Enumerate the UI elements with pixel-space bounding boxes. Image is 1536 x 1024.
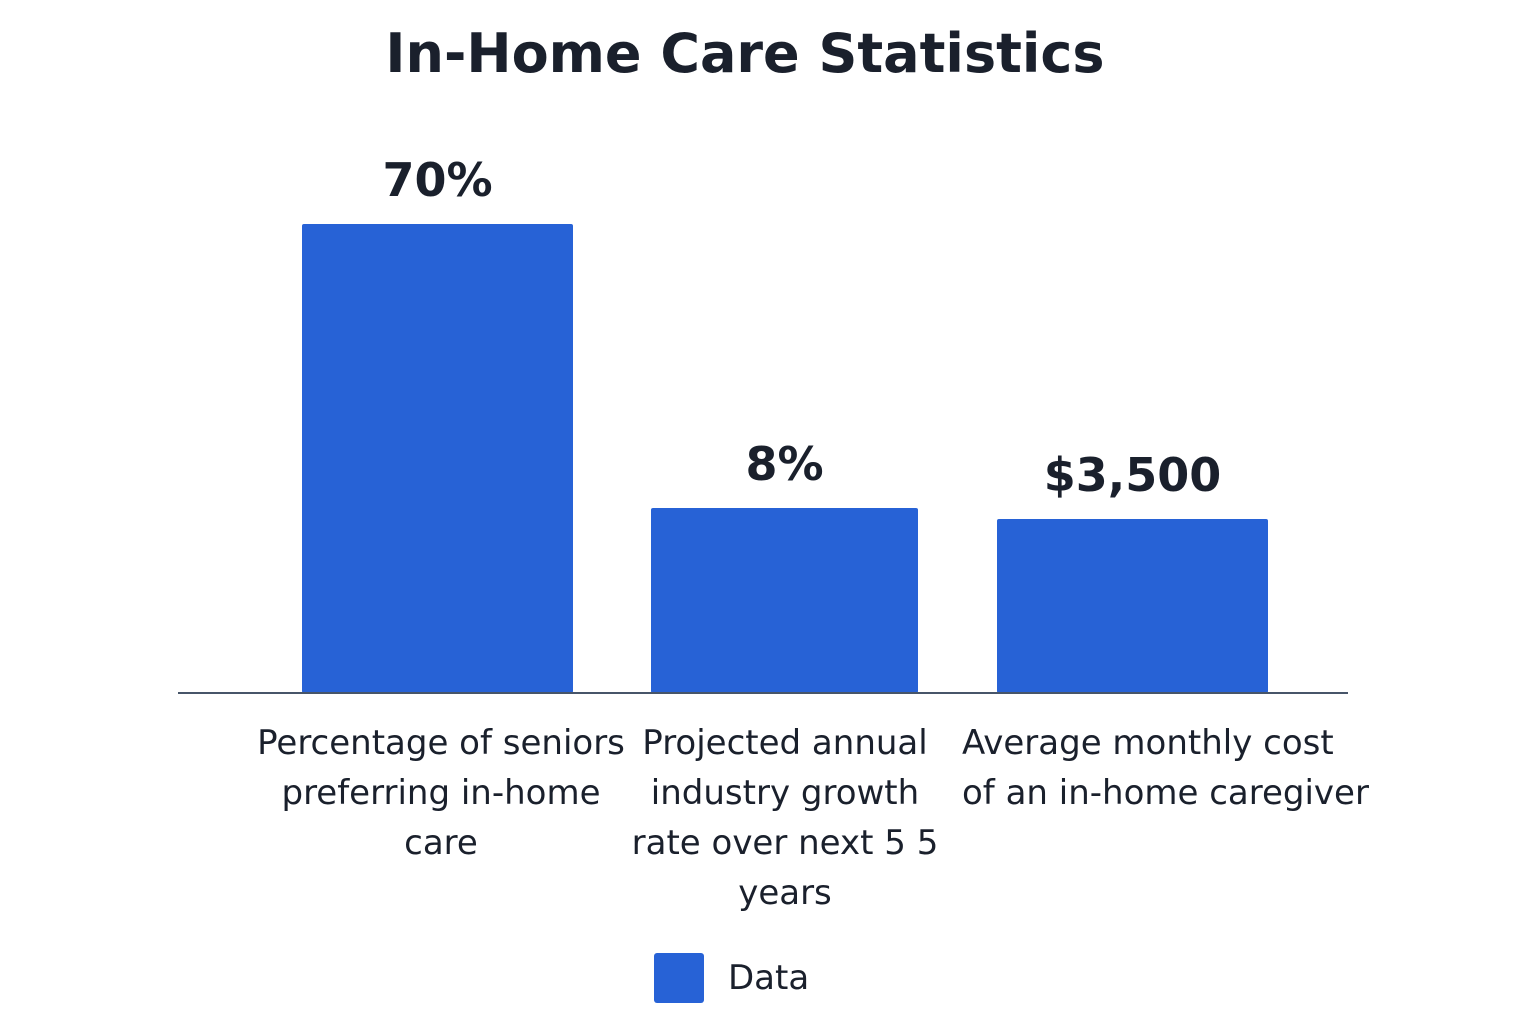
category-label-line: years — [738, 873, 832, 913]
chart-title: In-Home Care Statistics — [385, 22, 1105, 85]
bar-value-label: 70% — [382, 153, 492, 207]
value-labels-layer: 70% 8% $3,500 — [382, 153, 1221, 502]
legend-label: Data — [728, 958, 810, 998]
bar-value-label: $3,500 — [1044, 448, 1222, 502]
bars-layer — [302, 224, 1268, 693]
category-label-line: preferring in-home — [281, 773, 601, 813]
bar — [302, 224, 573, 693]
category-label-line: Average monthly cost — [962, 723, 1334, 763]
category-label: Projected annual industry growth rate over… — [600, 718, 970, 918]
legend-swatch — [654, 953, 704, 1003]
category-label-line: of an in-home caregiver — [962, 773, 1369, 813]
category-label: Percentage of seniors preferring in-home c… — [251, 718, 631, 868]
category-label-line: Projected annual — [642, 723, 928, 763]
category-label-line: industry growth — [650, 773, 920, 813]
category-label-line: Percentage of seniors — [257, 723, 625, 763]
bar — [997, 519, 1268, 693]
category-label-line: rate over next 5 5 — [631, 823, 939, 863]
category-label: Average monthly cost of an in-home caregi… — [962, 718, 1372, 818]
bar — [651, 508, 918, 693]
legend: Data — [654, 952, 809, 1004]
bar-value-label: 8% — [745, 437, 823, 491]
category-label-line: care — [404, 823, 478, 863]
